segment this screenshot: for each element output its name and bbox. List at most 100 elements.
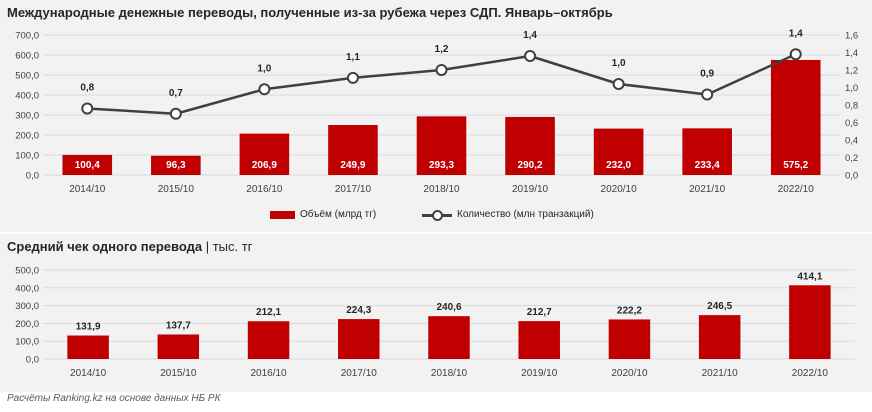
y-tick-label: 300,0 <box>15 301 39 312</box>
bar-value-label: 414,1 <box>797 271 822 282</box>
y2-tick-label: 1,6 <box>845 31 858 42</box>
y-tick-label: 600,0 <box>15 51 39 62</box>
count-marker <box>346 71 359 84</box>
x-tick-label: 2017/10 <box>335 184 372 195</box>
bar-value-label: 206,9 <box>252 160 277 171</box>
bar <box>698 315 741 359</box>
bar <box>157 334 200 359</box>
count-marker <box>258 83 271 96</box>
y-tick-label: 500,0 <box>15 266 39 277</box>
y-tick-label: 300,0 <box>15 111 39 122</box>
chart2-title-unit: | тыс. тг <box>202 239 253 254</box>
bar-value-label: 222,2 <box>617 305 642 316</box>
bar-value-label: 232,0 <box>606 160 631 171</box>
bar-value-label: 137,7 <box>166 320 191 331</box>
bar-value-label: 240,6 <box>436 302 461 313</box>
bar-value-label: 249,9 <box>340 160 365 171</box>
bar-value-label: 131,9 <box>76 322 101 333</box>
count-value-label: 0,9 <box>700 69 714 80</box>
x-tick-label: 2020/10 <box>611 368 648 379</box>
bar <box>682 128 732 175</box>
bar <box>62 154 113 175</box>
y-tick-label: 0,0 <box>26 355 39 366</box>
x-tick-label: 2014/10 <box>69 184 106 195</box>
x-tick-label: 2019/10 <box>521 368 558 379</box>
bar <box>67 335 109 359</box>
x-tick-label: 2017/10 <box>341 368 378 379</box>
count-marker <box>81 102 94 115</box>
x-tick-label: 2020/10 <box>601 184 638 195</box>
bar-value-label: 100,4 <box>75 160 100 171</box>
count-value-label: 1,0 <box>612 58 626 69</box>
y-tick-label: 200,0 <box>15 319 39 330</box>
bar-value-label: 212,1 <box>256 307 281 318</box>
bar <box>338 319 380 359</box>
bar <box>416 116 467 175</box>
count-marker <box>524 50 537 62</box>
y2-tick-label: 1,0 <box>845 83 858 94</box>
count-marker <box>789 48 802 61</box>
y2-tick-label: 1,2 <box>845 66 858 77</box>
count-marker <box>169 107 182 120</box>
y2-tick-label: 0,0 <box>845 171 858 182</box>
count-value-label: 0,8 <box>80 83 94 94</box>
count-value-label: 0,7 <box>169 88 183 99</box>
count-value-label: 1,4 <box>523 30 537 41</box>
bar <box>328 125 378 175</box>
bar-value-label: 290,2 <box>518 160 543 171</box>
y2-tick-label: 0,6 <box>845 118 858 129</box>
x-tick-label: 2016/10 <box>246 184 283 195</box>
legend-label-volume: Объём (млрд тг) <box>300 209 377 220</box>
y-tick-label: 100,0 <box>15 151 39 162</box>
count-marker <box>701 88 714 101</box>
x-tick-label: 2019/10 <box>512 184 549 195</box>
y-tick-label: 700,0 <box>15 31 39 42</box>
bottom-chart-panel <box>0 234 872 392</box>
top-chart-panel <box>0 0 872 232</box>
bar <box>789 285 831 359</box>
bar <box>505 116 555 175</box>
bar-value-label: 224,3 <box>346 305 371 316</box>
y2-tick-label: 0,8 <box>845 101 858 112</box>
x-tick-label: 2021/10 <box>702 368 739 379</box>
bar <box>428 316 470 359</box>
x-tick-label: 2018/10 <box>423 184 460 195</box>
y-tick-label: 400,0 <box>15 91 39 102</box>
bar-value-label: 212,7 <box>527 307 552 318</box>
y-tick-label: 100,0 <box>15 337 39 348</box>
y-tick-label: 200,0 <box>15 131 39 142</box>
count-marker <box>435 64 448 76</box>
count-marker <box>612 78 625 90</box>
bar-value-label: 246,5 <box>707 301 732 312</box>
bar-value-label: 233,4 <box>695 160 720 171</box>
y-tick-label: 0,0 <box>26 171 39 182</box>
legend-swatch-volume <box>270 210 295 219</box>
x-tick-label: 2016/10 <box>250 368 287 379</box>
bar-value-label: 96,3 <box>166 160 186 171</box>
count-value-label: 1,0 <box>257 63 271 74</box>
y2-tick-label: 0,2 <box>845 153 858 164</box>
bar <box>608 319 651 359</box>
count-value-label: 1,4 <box>789 28 803 39</box>
y2-tick-label: 0,4 <box>845 136 858 147</box>
bar <box>151 155 201 175</box>
bar <box>239 133 290 175</box>
chart2-title: Средний чек одного перевода | тыс. тг <box>7 239 252 254</box>
transfers-chart: 0,0 100,0 200,0 300,0 400,0 500,0 600,0 700,0 0,… <box>15 28 858 195</box>
count-value-label: 1,2 <box>435 44 449 55</box>
x-tick-label: 2022/10 <box>778 184 815 195</box>
x-tick-label: 2014/10 <box>70 368 107 379</box>
bar <box>593 128 644 175</box>
legend-label-count: Количество (млн транзакций) <box>457 209 594 220</box>
chart2-title-main: Средний чек одного перевода <box>7 239 203 254</box>
legend-swatch-count <box>422 209 452 221</box>
y-tick-label: 400,0 <box>15 283 39 294</box>
bar <box>770 59 821 175</box>
bar <box>518 321 560 359</box>
source-note: Расчёты Ranking.kz на основе данных НБ Р… <box>7 393 221 404</box>
x-tick-label: 2021/10 <box>689 184 726 195</box>
y2-tick-label: 1,4 <box>845 48 858 59</box>
bar-value-label: 293,3 <box>429 160 454 171</box>
y-tick-label: 500,0 <box>15 71 39 82</box>
x-tick-label: 2015/10 <box>158 184 195 195</box>
